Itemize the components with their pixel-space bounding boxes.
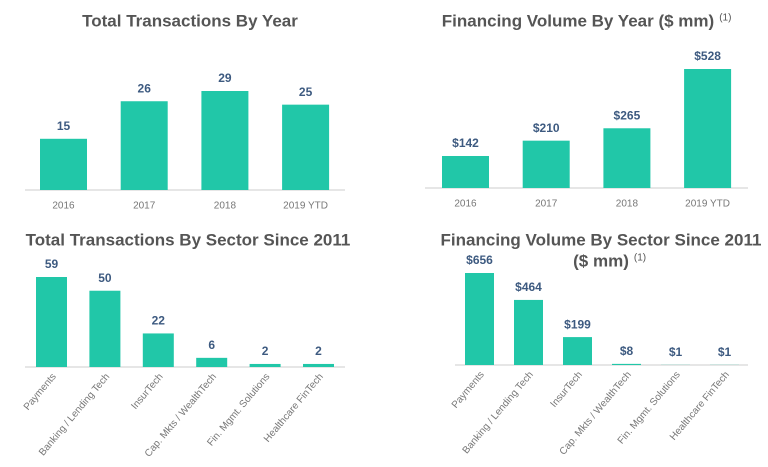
title-note: (1) xyxy=(634,253,646,264)
value-label: 25 xyxy=(299,85,313,99)
bar xyxy=(612,363,641,365)
value-label: $8 xyxy=(620,344,634,358)
bar xyxy=(142,333,174,367)
title-note: (1) xyxy=(719,13,731,24)
value-label: $199 xyxy=(564,317,591,331)
bar xyxy=(522,140,570,188)
x-tick-label: InsurTech xyxy=(129,372,165,412)
x-tick-label: 2017 xyxy=(535,199,558,210)
chart-title: Total Transactions By Year xyxy=(82,11,298,30)
bar xyxy=(120,101,168,190)
x-tick-label: 2018 xyxy=(214,201,237,212)
x-tick-label: 2016 xyxy=(52,201,75,212)
bar xyxy=(442,155,489,188)
bar xyxy=(303,363,334,367)
value-label: 2 xyxy=(315,344,322,358)
bar xyxy=(40,138,87,190)
x-tick-label: InsurTech xyxy=(549,370,585,410)
value-label: 26 xyxy=(138,81,152,95)
value-label: $528 xyxy=(694,49,721,63)
bar xyxy=(36,277,67,367)
x-tick-label: 2017 xyxy=(133,201,156,212)
value-label: 2 xyxy=(262,344,269,358)
bar xyxy=(603,128,651,188)
chart-subtitle: ($ mm) xyxy=(573,251,629,270)
bar xyxy=(282,104,330,190)
value-label: $464 xyxy=(515,280,542,294)
x-tick-label: Payments xyxy=(22,372,59,413)
bar xyxy=(684,69,732,188)
bar xyxy=(89,290,121,367)
bar xyxy=(249,363,281,367)
x-tick-label: 2019 YTD xyxy=(685,199,730,210)
chart-title: Total Transactions By Sector Since 2011 xyxy=(26,230,351,249)
x-tick-label: Healthcare FinTech xyxy=(262,372,326,445)
bar xyxy=(196,357,228,367)
value-label: $210 xyxy=(533,121,560,135)
value-label: 59 xyxy=(45,257,59,271)
value-label: 22 xyxy=(152,314,166,328)
bar xyxy=(514,299,543,365)
value-label: 50 xyxy=(98,271,112,285)
value-label: 29 xyxy=(218,71,232,85)
x-tick-label: 2019 YTD xyxy=(283,201,328,212)
x-tick-label: 2018 xyxy=(616,199,639,210)
value-label: 15 xyxy=(57,119,71,133)
bar xyxy=(465,273,494,365)
x-tick-label: 2016 xyxy=(454,199,477,210)
chart-title: Financing Volume By Year ($ mm) xyxy=(442,11,714,30)
value-label: $1 xyxy=(669,345,683,359)
value-label: $142 xyxy=(452,136,479,150)
value-label: $656 xyxy=(466,253,493,267)
value-label: $1 xyxy=(718,345,732,359)
value-label: $265 xyxy=(614,108,641,122)
bar xyxy=(563,337,592,365)
chart-title: Financing Volume By Sector Since 2011 xyxy=(441,230,762,249)
value-label: 6 xyxy=(208,338,215,352)
bar xyxy=(201,91,249,190)
x-tick-label: Payments xyxy=(450,370,487,411)
